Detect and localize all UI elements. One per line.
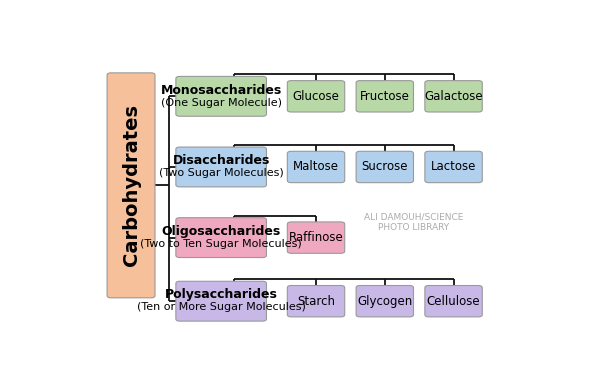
FancyBboxPatch shape bbox=[176, 281, 266, 321]
FancyBboxPatch shape bbox=[287, 81, 345, 112]
FancyBboxPatch shape bbox=[176, 218, 266, 258]
Text: (One Sugar Molecule): (One Sugar Molecule) bbox=[161, 98, 282, 108]
FancyBboxPatch shape bbox=[287, 151, 345, 183]
FancyBboxPatch shape bbox=[425, 151, 482, 183]
Text: Glycogen: Glycogen bbox=[357, 295, 412, 308]
FancyBboxPatch shape bbox=[425, 81, 482, 112]
Text: (Two Sugar Molecules): (Two Sugar Molecules) bbox=[159, 168, 283, 178]
FancyBboxPatch shape bbox=[176, 147, 266, 187]
Text: Maltose: Maltose bbox=[293, 160, 339, 174]
Text: Galactose: Galactose bbox=[424, 90, 483, 103]
FancyBboxPatch shape bbox=[287, 222, 345, 253]
Text: Glucose: Glucose bbox=[293, 90, 340, 103]
FancyBboxPatch shape bbox=[356, 286, 414, 317]
Text: (Ten or More Sugar Molecules): (Ten or More Sugar Molecules) bbox=[136, 302, 305, 312]
FancyBboxPatch shape bbox=[356, 81, 414, 112]
Text: (Two to Ten Sugar Molecules): (Two to Ten Sugar Molecules) bbox=[140, 239, 302, 249]
Text: Sucrose: Sucrose bbox=[362, 160, 408, 174]
Text: Monosaccharides: Monosaccharides bbox=[160, 84, 282, 97]
Text: ALI DAMOUH/SCIENCE
PHOTO LIBRARY: ALI DAMOUH/SCIENCE PHOTO LIBRARY bbox=[364, 212, 463, 232]
Text: Carbohydrates: Carbohydrates bbox=[122, 104, 141, 266]
Text: Cellulose: Cellulose bbox=[427, 295, 480, 308]
Text: Lactose: Lactose bbox=[431, 160, 476, 174]
FancyBboxPatch shape bbox=[425, 286, 482, 317]
Text: Polysaccharides: Polysaccharides bbox=[165, 288, 278, 301]
FancyBboxPatch shape bbox=[176, 76, 266, 116]
Text: Oligosaccharides: Oligosaccharides bbox=[162, 225, 281, 238]
FancyBboxPatch shape bbox=[356, 151, 414, 183]
Text: Fructose: Fructose bbox=[360, 90, 409, 103]
FancyBboxPatch shape bbox=[107, 73, 155, 298]
Text: Disaccharides: Disaccharides bbox=[173, 154, 270, 167]
Text: Raffinose: Raffinose bbox=[289, 231, 343, 244]
Text: Starch: Starch bbox=[297, 295, 335, 308]
FancyBboxPatch shape bbox=[287, 286, 345, 317]
